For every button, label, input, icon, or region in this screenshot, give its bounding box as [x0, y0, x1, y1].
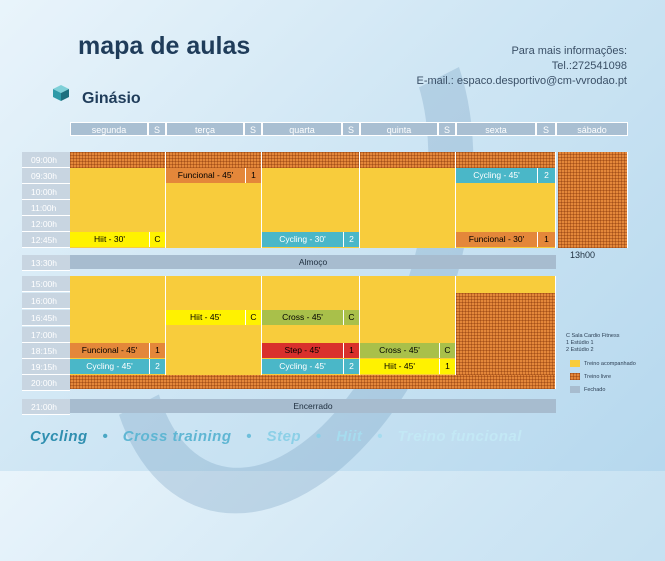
time-label: 21:00h [22, 399, 70, 415]
class-slot: Cycling - 45' [262, 359, 344, 374]
legend-room: C Sala Cardio Fitness [566, 333, 620, 339]
accompanied-block [166, 276, 262, 375]
saturday-close-label: 13h00 [570, 250, 596, 260]
time-label: 19:15h [22, 359, 70, 375]
time-label: 15:00h [22, 276, 70, 292]
class-slot: Funcional - 30' [456, 232, 538, 247]
class-slot: Cycling - 30' [262, 232, 344, 247]
separator-dot: • [246, 428, 252, 445]
class-slot: Cross - 45' [262, 310, 344, 325]
accompanied-block [360, 276, 456, 375]
time-label: 09:00h [22, 152, 70, 168]
time-label: 10:00h [22, 184, 70, 200]
activity-cross-training: Cross training [122, 428, 232, 445]
separator-dot: • [377, 428, 383, 445]
time-label: 18:15h [22, 343, 70, 359]
contact-line: Para mais informações: [511, 45, 627, 57]
day-header: S [148, 122, 166, 136]
time-label: 11:00h [22, 200, 70, 216]
class-room: 1 [246, 168, 262, 183]
accompanied-block [70, 276, 166, 375]
day-header: sábado [556, 122, 628, 136]
legend-swatch-accompanied [570, 360, 580, 367]
time-label: 12:45h [22, 232, 70, 248]
closed-bar: Encerrado [70, 399, 556, 413]
page-title: mapa de aulas [78, 32, 251, 60]
legend-room: 1 Estúdio 1 [566, 340, 594, 346]
accompanied-block [262, 276, 360, 375]
class-room: C [344, 310, 360, 325]
free-training-cell [70, 152, 166, 168]
time-label: 09:30h [22, 168, 70, 184]
legend-item: Treino livre [584, 374, 611, 380]
free-training-cell [262, 152, 360, 168]
contact-phone: Tel.:272541098 [551, 60, 627, 72]
activity-cycling: Cycling [30, 428, 88, 445]
legend-item: Treino acompanhado [584, 361, 636, 367]
legend-swatch-closed [570, 386, 580, 393]
class-slot: Funcional - 45' [166, 168, 246, 183]
class-room: C [246, 310, 262, 325]
contact-email: E-mail.: espaco.desportivo@cm-vvrodao.pt [416, 75, 627, 87]
free-training-row [70, 375, 556, 389]
day-header: S [536, 122, 556, 136]
class-room: 1 [150, 343, 166, 358]
day-header: terça [166, 122, 244, 136]
class-slot: Funcional - 45' [70, 343, 150, 358]
free-training-block [456, 293, 556, 375]
day-header: S [342, 122, 360, 136]
day-header: segunda [70, 122, 148, 136]
class-room: 2 [150, 359, 166, 374]
class-room: 1 [344, 343, 360, 358]
class-slot: Hiit - 45' [166, 310, 246, 325]
day-header: quinta [360, 122, 438, 136]
contact-info: Para mais informações: Tel.:272541098 E-… [417, 44, 627, 89]
separator-dot: • [315, 428, 322, 445]
free-training-cell [456, 152, 556, 168]
day-header: quarta [262, 122, 342, 136]
class-room: 2 [344, 359, 360, 374]
activities-footer: Cycling • Cross training • Step • Hiit •… [30, 428, 522, 445]
activity-functional-training: Treino funcional [397, 428, 522, 445]
legend-room: 2 Estúdio 2 [566, 347, 594, 353]
class-room: 1 [538, 232, 556, 247]
activity-step: Step [266, 428, 302, 445]
time-label: 16:00h [22, 293, 70, 309]
time-label: 20:00h [22, 375, 70, 391]
day-header: S [438, 122, 456, 136]
class-room: 2 [538, 168, 556, 183]
legend-item: Fechado [584, 387, 606, 393]
class-room: C [440, 343, 456, 358]
time-label: 12:00h [22, 216, 70, 232]
day-header: sexta [456, 122, 536, 136]
class-slot: Hiit - 45' [360, 359, 440, 374]
class-slot: Hiit - 30' [70, 232, 150, 247]
free-training-cell [166, 152, 262, 168]
section-title: Ginásio [82, 90, 141, 107]
day-header: S [244, 122, 262, 136]
class-slot: Cycling - 45' [70, 359, 150, 374]
separator-dot: • [102, 428, 109, 445]
class-slot: Cross - 45' [360, 343, 440, 358]
accompanied-block [456, 276, 556, 293]
class-slot: Step - 45' [262, 343, 344, 358]
time-label: 13:30h [22, 255, 70, 271]
accompanied-block [360, 168, 456, 248]
lunch-bar: Almoço [70, 255, 556, 269]
saturday-free-block [558, 152, 628, 248]
time-label: 16:45h [22, 310, 70, 326]
class-room: C [150, 232, 166, 247]
class-slot: Cycling - 45' [456, 168, 538, 183]
cube-icon [53, 85, 69, 101]
legend-swatch-free [570, 373, 580, 380]
time-label: 17:00h [22, 327, 70, 343]
free-training-cell [360, 152, 456, 168]
activity-hiit: Hiit [336, 428, 363, 445]
class-room: 2 [344, 232, 360, 247]
class-room: 1 [440, 359, 456, 374]
